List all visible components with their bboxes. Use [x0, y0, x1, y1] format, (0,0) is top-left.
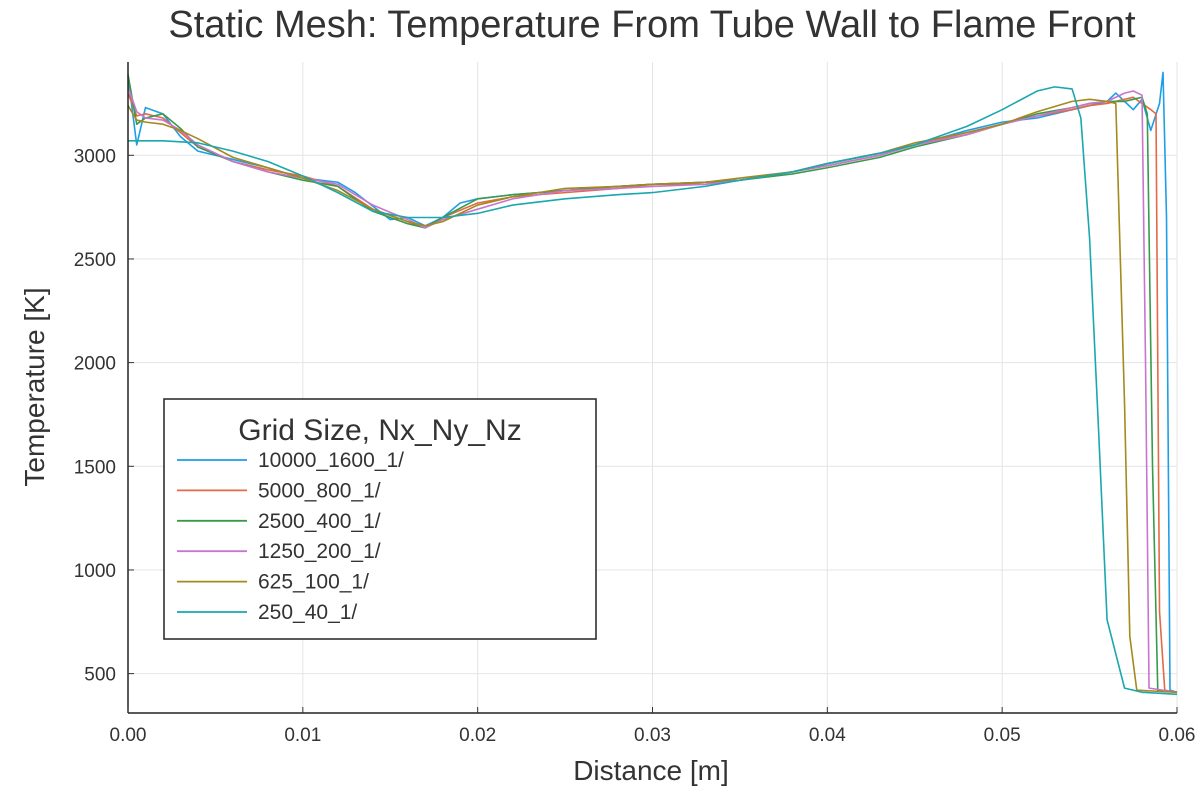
x-tick-label: 0.05: [984, 725, 1021, 746]
legend-box: [163, 398, 597, 640]
legend: Grid Size, Nx_Ny_Nz 10000_1600_1/5000_80…: [163, 398, 597, 640]
series-line-6: [128, 86, 1178, 696]
y-tick-label: 3000: [74, 146, 116, 167]
y-tick-label: 2000: [74, 354, 116, 375]
legend-label: 250_40_1/: [258, 601, 357, 624]
y-axis-label: Temperature [K]: [19, 287, 50, 486]
y-tick-label: 1000: [74, 561, 116, 582]
legend-title: Grid Size, Nx_Ny_Nz: [238, 414, 521, 447]
y-tick-label: 1500: [74, 457, 116, 478]
legend-label: 2500_400_1/: [258, 510, 381, 533]
x-axis-label: Distance [m]: [573, 755, 729, 786]
y-tick-label: 2500: [74, 250, 116, 271]
x-tick-label: 0.00: [110, 725, 147, 746]
grid-layer: [127, 62, 1178, 713]
x-tick-label: 0.01: [284, 725, 321, 746]
chart-title: Static Mesh: Temperature From Tube Wall …: [168, 4, 1136, 46]
legend-label: 625_100_1/: [258, 571, 369, 594]
legend-label: 1250_200_1/: [258, 540, 381, 563]
legend-label: 5000_800_1/: [258, 479, 381, 502]
legend-label: 10000_1600_1/: [258, 449, 404, 472]
x-tick-label: 0.02: [459, 725, 496, 746]
legend-entries: 10000_1600_1/5000_800_1/2500_400_1/1250_…: [177, 449, 404, 624]
y-tick-label: 500: [84, 665, 116, 686]
x-tick-label: 0.03: [634, 725, 671, 746]
tick-layer: 0.00 0.01 0.02 0.03 0.04 0.05 0.06 500 1000 1500 2…: [74, 146, 1196, 746]
x-tick-label: 0.06: [1159, 725, 1196, 746]
series-line-5: [127, 98, 1178, 694]
series-layer: [127, 71, 1178, 696]
x-tick-label: 0.04: [809, 725, 846, 746]
